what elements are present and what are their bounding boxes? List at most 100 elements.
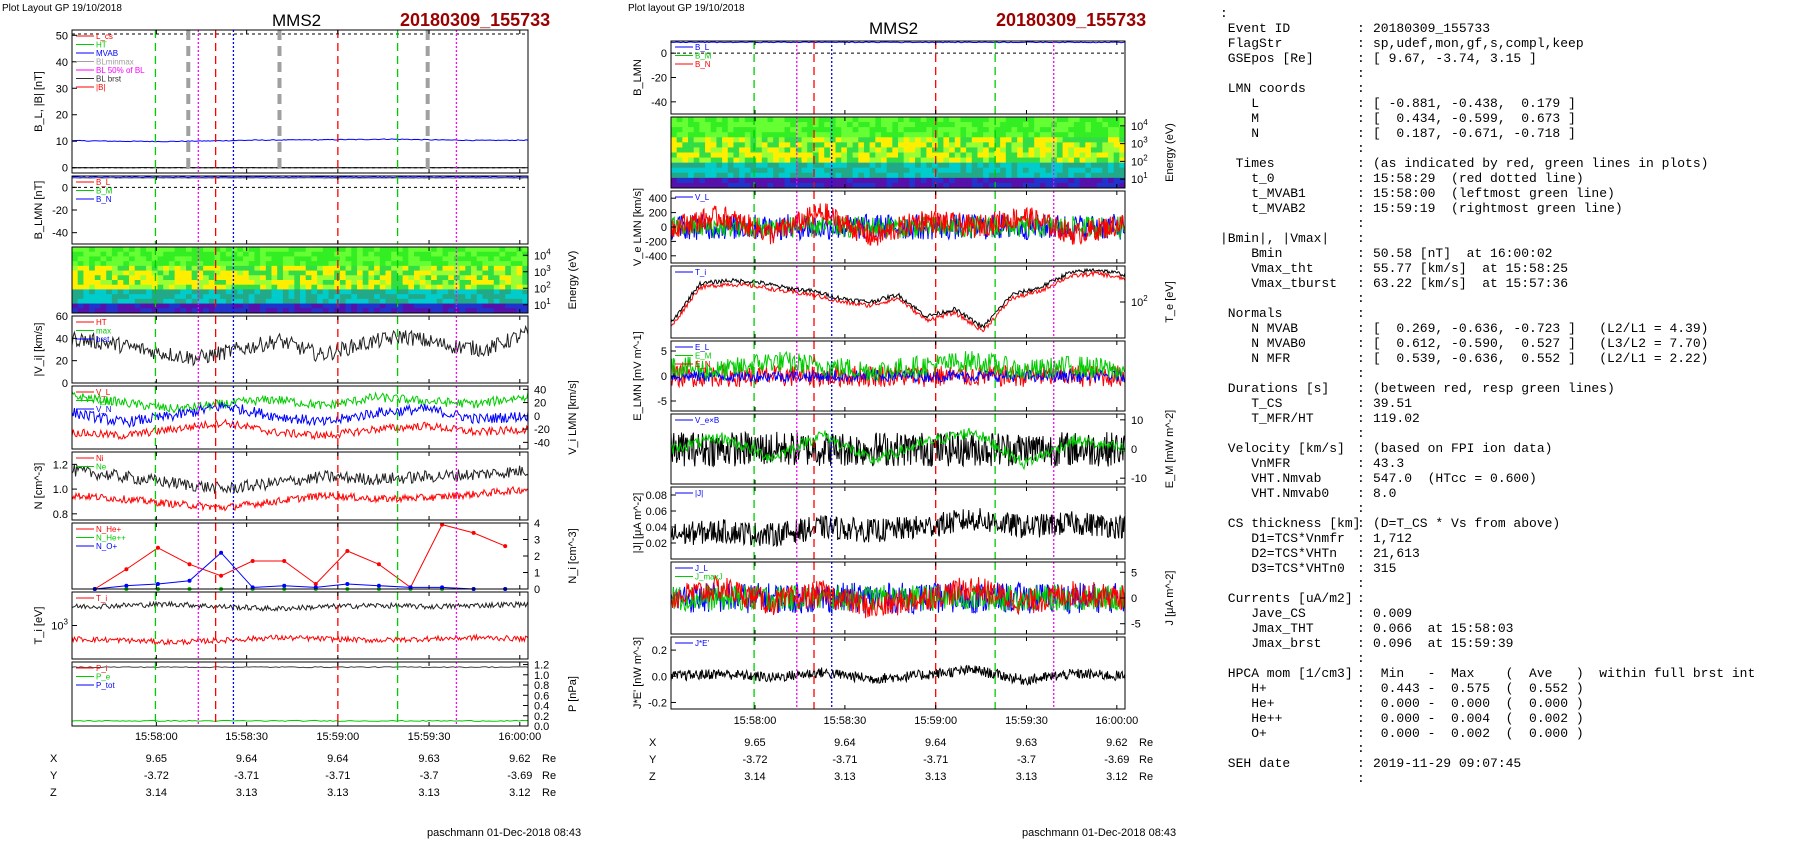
info-line: CS thickness [km]: (D=T_CS * Vs from abov… [1220,516,1800,531]
right-spec-cell [767,117,774,123]
right-spec-cell [960,127,967,133]
left-spec-cell [140,256,147,262]
right-spec-ytick-label: 101 [1131,171,1148,186]
right-spec-cell [699,147,706,153]
left-spec-cell [265,289,272,295]
left-spec-cell [220,270,227,276]
right-spec-cell [676,167,683,174]
right-spec-cell [960,117,967,123]
left-P-legend-label: P_tot [96,681,115,690]
left-spec-cell [305,298,312,305]
right-spec-cell [1085,137,1092,143]
left-spec-cell [282,270,290,276]
right-spec-cell [1068,127,1075,133]
left-spec-cell [220,275,227,281]
left-spec-cell [305,275,312,281]
right-EM-black-line [670,430,1126,468]
left-spec-cell [271,294,278,300]
right-spec-cell [1073,182,1081,189]
left-spec-cell [254,289,261,295]
left-spec-cell [419,247,426,253]
left-spec-cell [414,303,421,309]
right-spec-cell [858,127,865,133]
left-Ti-line [71,600,529,612]
right-spec-cell [1022,117,1030,123]
right-spec-cell [880,167,888,174]
right-Te-frame [670,265,1126,339]
right-spec-cell [693,117,700,123]
left-spec-cell [322,280,329,286]
left-spec-cell [345,308,352,314]
right-spec-cell [710,152,717,159]
right-spec-cell [1045,157,1052,164]
right-spec-cell [898,182,905,189]
left-spec-cell [288,251,295,257]
left-spec-cell [351,247,358,253]
right-spec-cell [688,142,695,148]
right-spec-cell [971,132,978,138]
right-spec-cell [818,152,825,159]
right-spec-cell [1011,172,1018,179]
right-spec-cell [886,122,893,128]
right-spec-cell [676,137,683,143]
right-spec-cell [1005,177,1012,184]
left-spec-cell [174,308,181,314]
left-spec-cell [374,261,381,267]
left-spec-cell [231,265,238,272]
right-spec-cell [767,177,774,184]
time-tick-label: 15:58:30 [823,715,866,727]
position-value: -3.71 [234,770,259,782]
left-spec-cell [94,298,101,305]
right-spec-cell [1011,122,1018,128]
right-spec-cell [744,127,751,133]
right-spec-cell [1011,147,1018,153]
right-BLMN-ylabel: B_LMN [632,59,644,96]
left-spec-cell [294,308,301,314]
right-spec-cell [1056,127,1064,133]
right-spec-cell [682,157,689,164]
left-spec-cell [459,308,466,314]
left-Ni-line [71,464,529,494]
left-spec-cell [471,308,478,314]
right-spec-cell [846,137,854,143]
right-spec-cell [909,167,916,174]
right-spec-cell [1062,162,1069,169]
right-spec-ytick-label: 102 [1131,153,1148,168]
right-spec-cell [688,177,695,184]
right-spec-cell [863,167,871,174]
left-spec-cell [197,303,204,309]
right-spec-cell [988,132,995,138]
left-spec-cell [499,308,506,314]
right-spec-cell [988,127,995,133]
left-spec-cell [225,265,233,272]
left-B-legend-label: BL brst [96,75,122,84]
left-spec-cell [225,298,233,305]
right-spec-cell [949,147,956,153]
left-spec-cell [72,289,79,295]
right-JE-ytick-label: 0.2 [652,645,667,657]
left-spec-cell [317,280,324,286]
right-spec-cell [886,147,893,153]
right-spec-cell [909,172,916,179]
right-spec-cell [903,127,910,133]
left-Ni-N_He++-point [282,558,287,563]
left-spec-cell [317,247,324,253]
right-spec-cell [1079,152,1086,159]
right-spec-cell [671,127,678,133]
left-spec-cell [140,289,147,295]
right-spec-cell [909,177,916,184]
right-spec-cell [960,177,967,184]
info-line: H+: 0.443 - 0.575 ( 0.552 ) [1220,681,1800,696]
right-spec-cell [880,152,888,159]
right-spec-cell [977,177,984,184]
left-Ni-N_He++-point [219,573,224,578]
right-spec-cell [795,152,803,159]
right-spec-cell [733,152,740,159]
left-spec-cell [77,251,84,257]
right-spec-cell [710,162,717,169]
left-spec-cell [294,298,301,305]
event-info-listing: : Event ID:20180309_155733 FlagStr: sp,ud… [1220,6,1800,786]
left-spec-cell [465,289,472,295]
left-spec-cell [328,275,335,281]
right-spec-cell [841,172,848,179]
